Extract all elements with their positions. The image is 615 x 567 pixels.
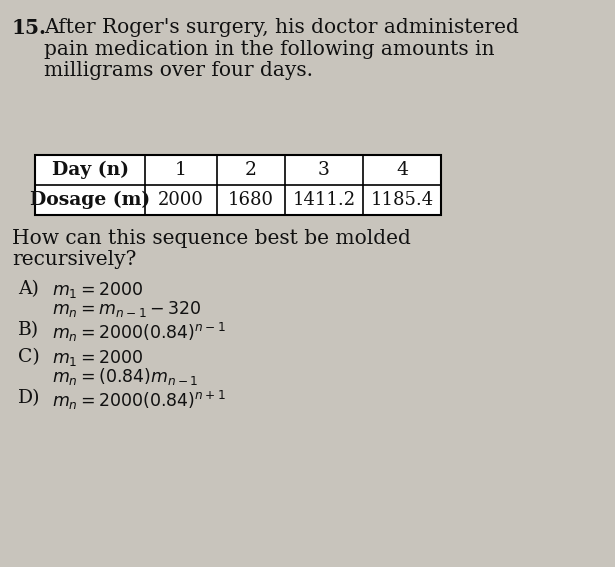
Text: C): C) xyxy=(18,348,40,366)
Text: pain medication in the following amounts in: pain medication in the following amounts… xyxy=(44,40,494,59)
Text: Day (n): Day (n) xyxy=(52,161,129,179)
Text: 3: 3 xyxy=(318,161,330,179)
Text: recursively?: recursively? xyxy=(12,251,137,269)
Text: 15.: 15. xyxy=(12,18,47,38)
Text: 1411.2: 1411.2 xyxy=(293,191,355,209)
Text: A): A) xyxy=(18,280,39,298)
Text: 2000: 2000 xyxy=(158,191,204,209)
Text: $m_n = 2000(0.84)^{n-1}$: $m_n = 2000(0.84)^{n-1}$ xyxy=(52,321,226,344)
Text: $m_n = m_{n-1} - 320$: $m_n = m_{n-1} - 320$ xyxy=(52,299,202,319)
Bar xyxy=(35,155,441,215)
Text: 1185.4: 1185.4 xyxy=(370,191,434,209)
Text: 1: 1 xyxy=(175,161,187,179)
Text: 4: 4 xyxy=(396,161,408,179)
Text: $m_n = (0.84)m_{n-1}$: $m_n = (0.84)m_{n-1}$ xyxy=(52,366,199,387)
Text: How can this sequence best be molded: How can this sequence best be molded xyxy=(12,229,411,248)
Text: 2: 2 xyxy=(245,161,257,179)
Text: D): D) xyxy=(18,389,41,407)
Text: Dosage (m): Dosage (m) xyxy=(30,191,150,209)
Text: $m_1 = 2000$: $m_1 = 2000$ xyxy=(52,348,143,368)
Text: $m_1 = 2000$: $m_1 = 2000$ xyxy=(52,280,143,300)
Text: $m_n = 2000(0.84)^{n+1}$: $m_n = 2000(0.84)^{n+1}$ xyxy=(52,389,226,412)
Text: 1680: 1680 xyxy=(228,191,274,209)
Text: After Roger's surgery, his doctor administered: After Roger's surgery, his doctor admini… xyxy=(44,18,519,37)
Text: B): B) xyxy=(18,321,39,339)
Text: milligrams over four days.: milligrams over four days. xyxy=(44,61,313,81)
